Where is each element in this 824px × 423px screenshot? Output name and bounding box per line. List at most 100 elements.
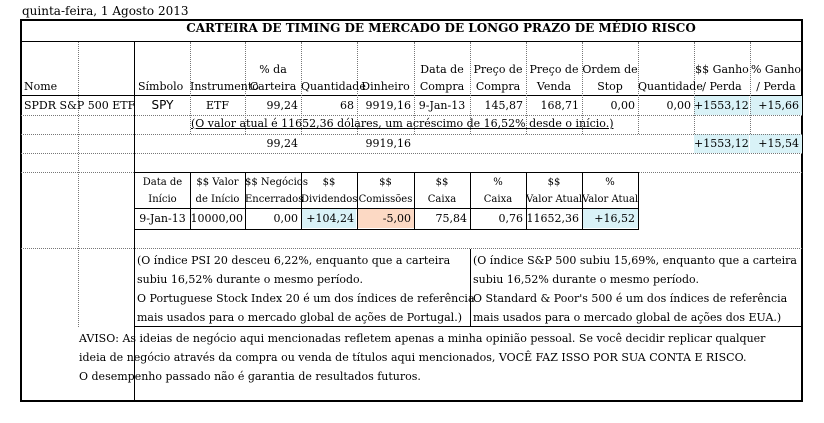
summary-col-line <box>414 172 415 229</box>
col-line <box>245 42 246 134</box>
col-line <box>638 42 639 134</box>
highlight-total-ganho <box>694 134 749 153</box>
header-pct-carteira-2: Carteira <box>249 80 297 93</box>
note-right-line: O Standard & Poor's 500 é um dos índices… <box>473 292 788 305</box>
header-preco-compra-2: Compra <box>475 80 521 93</box>
row-preco-venda: 168,71 <box>540 99 580 112</box>
summary-col-line <box>582 172 583 229</box>
title-divider <box>21 41 802 42</box>
header-preco-compra: Preço de <box>473 63 523 76</box>
sum-header-negocios-2: Encerrados <box>245 194 304 205</box>
row-pct-carteira: 99,24 <box>266 99 299 112</box>
sum-header-caixa-2: Caixa <box>427 194 457 205</box>
highlight-comissoes <box>357 209 414 228</box>
sum-header-negocios: $$ Negócios <box>245 177 308 188</box>
disclaimer-line: ideia de negócio através da compra ou ve… <box>79 351 747 364</box>
sum-header-valor-atual-2: Valor Atual <box>526 194 583 205</box>
row-ordem-stop: 0,00 <box>610 99 636 112</box>
highlight-total-pct-ganho <box>750 134 802 153</box>
sum-header-valor-inicio-2: de Início <box>195 194 240 205</box>
header-simbolo: Símbolo <box>138 80 184 93</box>
header-dinheiro: Dinheiro <box>361 80 410 93</box>
sum-data-inicio: 9-Jan-13 <box>139 212 186 225</box>
note-left-line: subiu 16,52% durante o mesmo período. <box>137 273 363 286</box>
sum-valor-atual: 11652,36 <box>526 212 580 225</box>
note-left-line: (O índice PSI 20 desceu 6,22%, enquanto … <box>137 254 451 267</box>
sum-header-dividendos: $$ <box>322 177 336 188</box>
notes-col-line <box>470 249 471 327</box>
header-quantidade-2: Quantidade <box>638 80 703 93</box>
sum-header-caixa: $$ <box>435 177 449 188</box>
header-pct-ganho: % Ganho <box>750 63 802 76</box>
row-dinheiro: 9919,16 <box>365 99 412 112</box>
header-quantidade: Quantidade <box>301 80 366 93</box>
total-pct-carteira: 99,24 <box>266 137 299 150</box>
totals-divider <box>21 153 802 154</box>
sum-header-data-inicio-2: Início <box>148 194 177 205</box>
disclaimer-line: AVISO: As ideias de negócio aqui mencion… <box>79 332 766 345</box>
col-line <box>190 42 191 134</box>
highlight-pct-valor <box>583 209 638 228</box>
summary-col-line <box>190 172 191 229</box>
row-preco-compra: 145,87 <box>484 99 524 112</box>
header-ganho-2: / Perda <box>702 80 742 93</box>
note-right-line: (O índice S&P 500 subiu 15,69%, enquanto… <box>473 254 797 267</box>
row-instrumento: ETF <box>206 99 229 112</box>
sum-dividendos: +104,24 <box>306 212 354 225</box>
note-divider <box>21 134 802 135</box>
header-data-compra-2: Compra <box>419 80 465 93</box>
row-pct-ganho: +15,66 <box>758 99 799 112</box>
header-ordem-stop: Ordem de <box>582 63 638 76</box>
sum-comissoes: -5,00 <box>382 212 411 225</box>
header-nome: Nome <box>24 80 58 93</box>
disclaimer-line: O desempenho passado não é garantia de r… <box>79 370 421 383</box>
row-simbolo: SPY <box>151 98 174 112</box>
header-divider <box>21 95 802 96</box>
summary-col-line <box>526 172 527 229</box>
sum-pct-caixa: 0,76 <box>498 212 524 225</box>
summary-col-line <box>470 172 471 229</box>
row-data-compra: 9-Jan-13 <box>418 99 466 112</box>
sum-header-dividendos-2: Dividendos <box>301 194 358 205</box>
report-date: quinta-feira, 1 Agosto 2013 <box>22 4 189 18</box>
valor-atual-note: (O valor atual é 11652,36 dólares, um ac… <box>191 117 614 130</box>
portfolio-title: CARTEIRA DE TIMING DE MERCADO DE LONGO P… <box>186 21 696 35</box>
header-preco-venda: Preço de <box>529 63 579 76</box>
row-quantidade: 68 <box>340 99 354 112</box>
sum-negocios: 0,00 <box>273 212 299 225</box>
summary-col-line <box>357 172 358 229</box>
header-pct-carteira: % da <box>259 63 287 76</box>
header-pct-ganho-2: / Perda <box>756 80 796 93</box>
sum-pct-valor: +16,52 <box>594 212 635 225</box>
header-instrumento: Instrumento <box>190 80 259 93</box>
col-line <box>582 42 583 134</box>
sum-header-valor-atual: $$ <box>547 177 561 188</box>
sum-header-pct-valor: % <box>605 177 615 188</box>
col-line <box>750 42 751 134</box>
summary-col-line <box>301 172 302 229</box>
col-line <box>526 42 527 134</box>
note-left-line: O Portuguese Stock Index 20 é um dos índ… <box>137 292 475 305</box>
col-line <box>414 42 415 134</box>
total-ganho: +1553,12 <box>694 137 749 150</box>
sum-valor-inicio: 10000,00 <box>190 212 244 225</box>
sum-header-pct-valor-2: Valor Atual <box>582 194 639 205</box>
header-preco-venda-2: Venda <box>536 80 572 93</box>
summary-bottom-line <box>135 229 639 230</box>
sum-caixa: 75,84 <box>435 212 468 225</box>
header-ganho: $$ Ganho <box>695 63 749 76</box>
highlight-ganho <box>694 96 749 115</box>
summary-header-line <box>135 208 639 209</box>
row-ganho: +1553,12 <box>694 99 749 112</box>
col-line <box>357 42 358 134</box>
total-dinheiro: 9919,16 <box>365 137 412 150</box>
note-right-line: subiu 16,52% durante o mesmo período. <box>473 273 699 286</box>
summary-top-line <box>135 172 639 173</box>
summary-col-line <box>638 172 639 229</box>
row-divider <box>21 115 802 116</box>
sum-header-valor-inicio: $$ Valor <box>196 177 239 188</box>
col-line <box>301 42 302 134</box>
row-nome: SPDR S&P 500 ETF <box>24 99 136 112</box>
sum-header-pct-caixa-2: Caixa <box>483 194 513 205</box>
total-pct-ganho: +15,54 <box>758 137 799 150</box>
